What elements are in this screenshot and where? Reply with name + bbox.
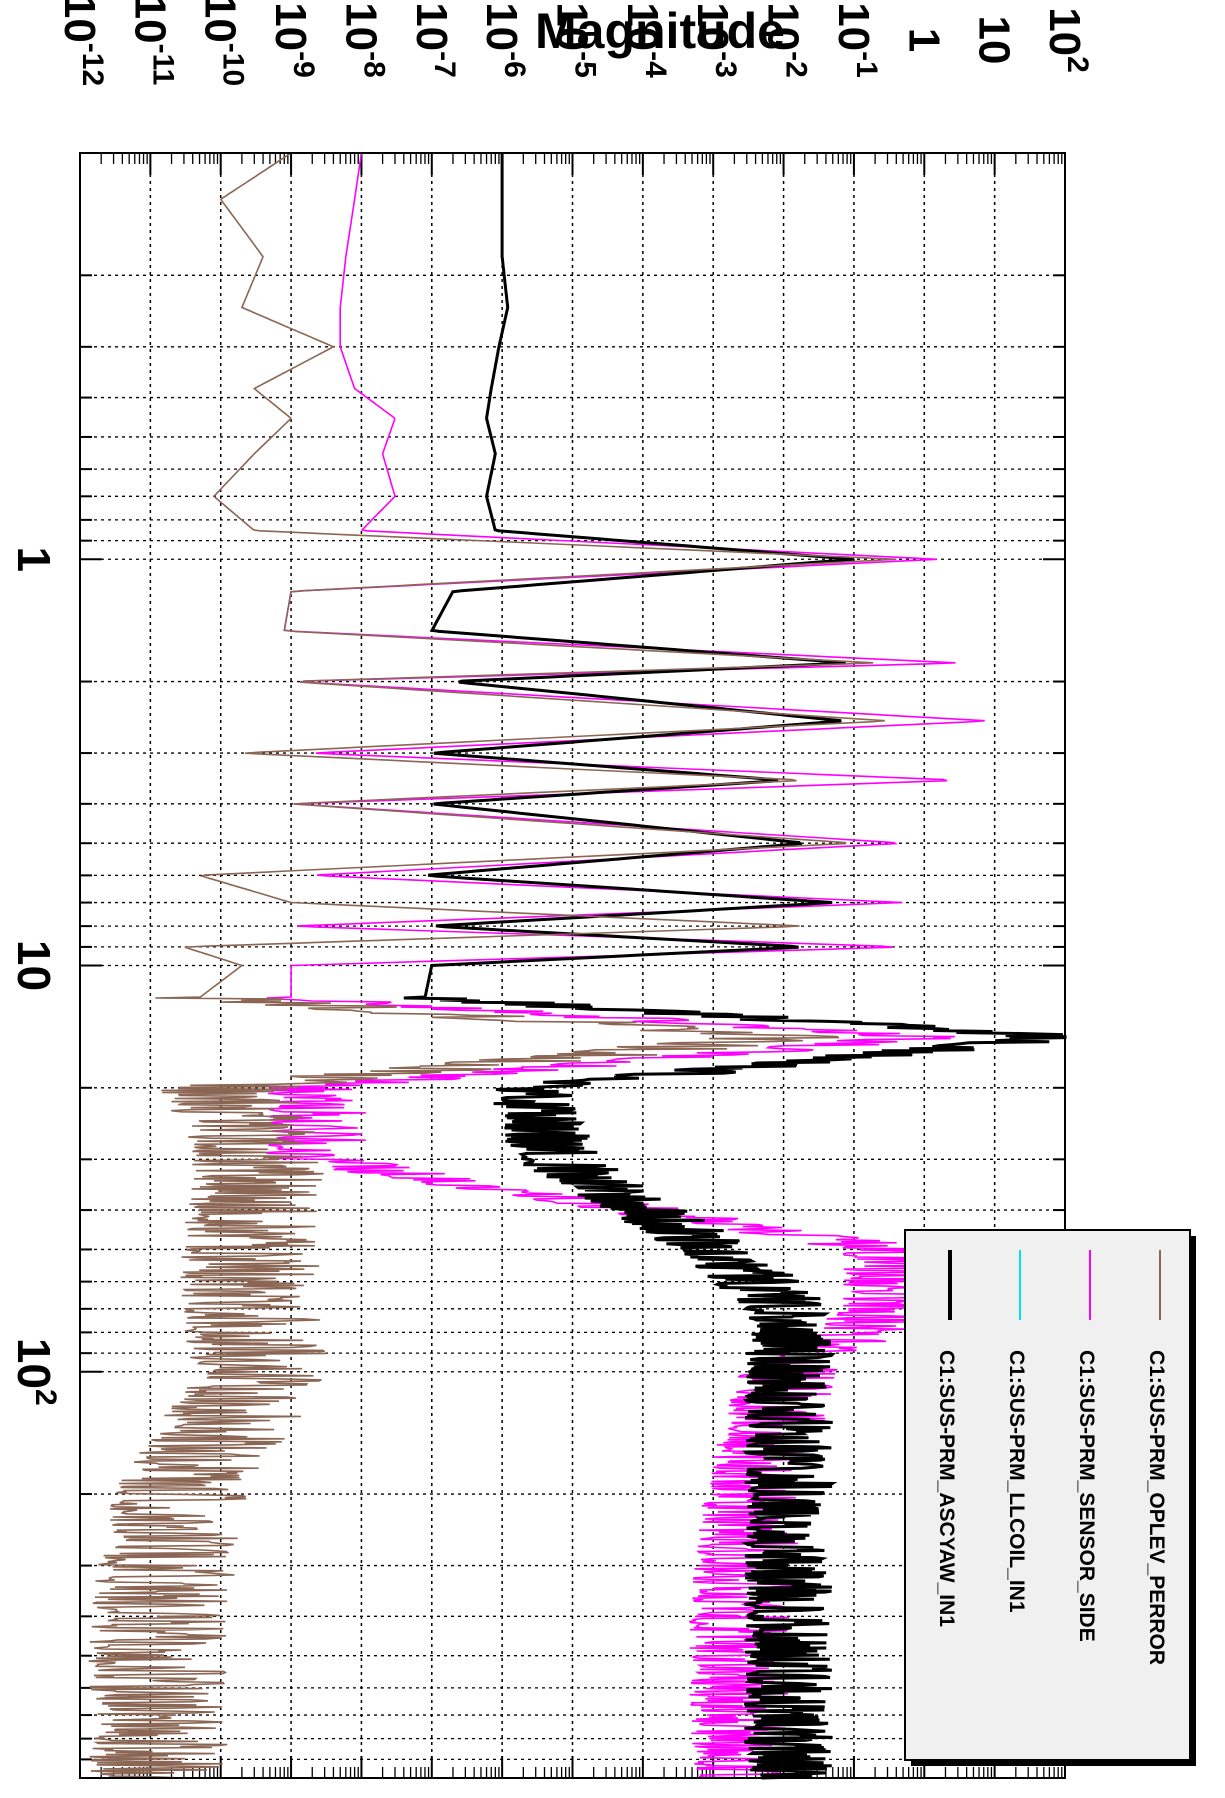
magnitude-tick-label: 102	[1040, 7, 1094, 73]
magnitude-tick-label: 10-7	[407, 2, 461, 78]
legend: C1:SUS-PRM_OPLEV_PERROR C1:SUS-PRM_SENSOR…	[904, 1229, 1196, 1766]
frequency-tick-labels: 1 10 102	[8, 546, 62, 1405]
svg-text:10-6: 10-6	[477, 2, 531, 78]
svg-text:10-5: 10-5	[548, 2, 602, 78]
legend-box	[904, 1229, 1191, 1761]
svg-text:C1:SUS-PRM_OPLEV_PERROR: C1:SUS-PRM_OPLEV_PERROR	[1145, 1350, 1168, 1665]
series-line-3	[403, 153, 1067, 1780]
frequency-tick-label: 1	[8, 546, 60, 572]
data-series	[88, 152, 1067, 1780]
svg-text:102: 102	[1040, 7, 1094, 73]
magnitude-tick-label: 10-1	[829, 2, 883, 78]
svg-text:10-2: 10-2	[759, 2, 813, 78]
svg-text:10: 10	[8, 940, 60, 991]
series-line-0	[88, 152, 897, 1779]
svg-text:102: 102	[8, 1338, 62, 1406]
svg-text:10-3: 10-3	[688, 2, 742, 78]
magnitude-tick-label: 10	[970, 16, 1019, 65]
magnitude-tick-label: 10-5	[548, 2, 602, 78]
svg-text:10-1: 10-1	[829, 2, 883, 78]
svg-text:10-8: 10-8	[336, 2, 390, 78]
svg-text:C1:SUS-PRM_SENSOR_SIDE: C1:SUS-PRM_SENSOR_SIDE	[1075, 1350, 1098, 1642]
svg-text:10-10: 10-10	[196, 0, 250, 86]
svg-text:C1:SUS-PRM_LLCOIL_IN1: C1:SUS-PRM_LLCOIL_IN1	[1005, 1350, 1028, 1613]
magnitude-tick-label: 10-10	[196, 0, 250, 86]
magnitude-tick-label: 10-9	[266, 2, 320, 78]
magnitude-tick-label: 10-2	[759, 2, 813, 78]
svg-text:10-7: 10-7	[407, 2, 461, 78]
magnitude-tick-label: 1	[899, 28, 948, 52]
legend-entry-label: C1:SUS-PRM_SENSOR_SIDE	[1075, 1350, 1098, 1642]
frequency-tick-label: 102	[8, 1338, 62, 1406]
magnitude-tick-label: 10-8	[336, 2, 390, 78]
svg-text:10-11: 10-11	[125, 0, 179, 85]
legend-entry-label: C1:SUS-PRM_LLCOIL_IN1	[1005, 1350, 1028, 1613]
legend-entry-label: C1:SUS-PRM_ASCYAW_IN1	[935, 1350, 958, 1627]
frequency-tick-label: 10	[8, 940, 60, 991]
svg-text:10-9: 10-9	[266, 2, 320, 78]
svg-text:C1:SUS-PRM_ASCYAW_IN1: C1:SUS-PRM_ASCYAW_IN1	[935, 1350, 958, 1627]
magnitude-axis-title: Magnitude	[535, 3, 785, 59]
svg-text:10-4: 10-4	[618, 2, 672, 78]
svg-text:1: 1	[899, 28, 948, 52]
svg-text:1: 1	[8, 546, 60, 572]
magnitude-tick-labels: 10-1210-1110-1010-910-810-710-610-510-41…	[55, 0, 1094, 86]
magnitude-tick-label: 10-3	[688, 2, 742, 78]
magnitude-tick-label: 10-12	[55, 0, 109, 86]
legend-entry-label: C1:SUS-PRM_OPLEV_PERROR	[1145, 1350, 1168, 1665]
plot-frame	[79, 152, 1066, 1779]
magnitude-tick-label: 10-6	[477, 2, 531, 78]
svg-text:10: 10	[970, 16, 1019, 65]
magnitude-tick-label: 10-4	[618, 2, 672, 78]
svg-text:10-12: 10-12	[55, 0, 109, 86]
magnitude-tick-label: 10-11	[125, 0, 179, 85]
